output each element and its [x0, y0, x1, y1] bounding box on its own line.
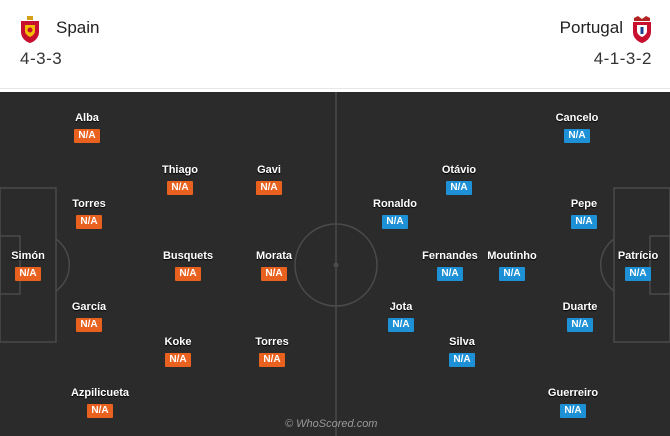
player-name: García [71, 301, 107, 313]
player-home-lcb[interactable]: Torres N/A [44, 198, 134, 229]
player-rating-badge: N/A [499, 267, 525, 281]
player-rating-badge: N/A [165, 353, 191, 367]
player-name: Simón [11, 250, 45, 262]
player-home-lb[interactable]: Alba N/A [42, 112, 132, 143]
player-home-rw[interactable]: Torres N/A [227, 336, 317, 367]
pitch-markings [0, 92, 670, 436]
player-away-lam[interactable]: Silva N/A [417, 336, 507, 367]
player-home-lcm[interactable]: Thiago N/A [135, 164, 225, 195]
spain-crest-icon[interactable] [18, 16, 42, 44]
player-home-gk[interactable]: Simón N/A [0, 250, 73, 281]
player-rating-badge: N/A [175, 267, 201, 281]
player-name: Torres [72, 198, 106, 210]
player-away-ram[interactable]: Otávio N/A [414, 164, 504, 195]
player-rating-badge: N/A [564, 129, 590, 143]
player-name: Otávio [441, 164, 477, 176]
player-name: Pepe [570, 198, 598, 210]
player-name: Moutinho [487, 250, 537, 262]
player-rating-badge: N/A [261, 267, 287, 281]
player-rating-badge: N/A [167, 181, 193, 195]
player-rating-badge: N/A [388, 318, 414, 332]
player-name: Guerreiro [547, 387, 599, 399]
player-name: Morata [255, 250, 293, 262]
player-rating-badge: N/A [15, 267, 41, 281]
player-away-rst[interactable]: Ronaldo N/A [350, 198, 440, 229]
player-name: Gavi [257, 164, 281, 176]
player-name: Jota [389, 301, 413, 313]
match-header: Spain 4-3-3 Portugal 4-1-3-2 [0, 0, 670, 89]
player-away-rcb[interactable]: Pepe N/A [539, 198, 629, 229]
player-home-st[interactable]: Morata N/A [229, 250, 319, 281]
player-away-rb[interactable]: Cancelo N/A [532, 112, 622, 143]
player-rating-badge: N/A [567, 318, 593, 332]
player-name: Torres [255, 336, 289, 348]
player-rating-badge: N/A [87, 404, 113, 418]
player-away-dm[interactable]: Moutinho N/A [467, 250, 557, 281]
home-formation: 4-3-3 [20, 49, 63, 68]
player-name: Silva [449, 336, 475, 348]
player-home-rcb[interactable]: García N/A [44, 301, 134, 332]
player-name: Fernandes [422, 250, 478, 262]
player-name: Koke [164, 336, 192, 348]
player-rating-badge: N/A [449, 353, 475, 367]
away-team-name[interactable]: Portugal [559, 18, 623, 37]
watermark: © WhoScored.com [285, 418, 378, 430]
player-name: Duarte [562, 301, 598, 313]
portugal-crest-icon[interactable] [630, 16, 654, 44]
home-team-name[interactable]: Spain [56, 18, 100, 37]
player-name: Azpilicueta [70, 387, 130, 399]
player-home-rcm[interactable]: Koke N/A [133, 336, 223, 367]
player-away-lb[interactable]: Guerreiro N/A [528, 387, 618, 418]
player-away-lst[interactable]: Jota N/A [356, 301, 446, 332]
player-away-cam[interactable]: Fernandes N/A [405, 250, 495, 281]
player-rating-badge: N/A [571, 215, 597, 229]
player-name: Thiago [161, 164, 199, 176]
player-rating-badge: N/A [259, 353, 285, 367]
player-away-gk[interactable]: Patrício N/A [593, 250, 670, 281]
player-name: Busquets [162, 250, 214, 262]
player-rating-badge: N/A [76, 318, 102, 332]
player-name: Patrício [617, 250, 659, 262]
player-name: Cancelo [555, 112, 599, 124]
player-away-lcb[interactable]: Duarte N/A [535, 301, 625, 332]
player-name: Alba [75, 112, 99, 124]
player-rating-badge: N/A [446, 181, 472, 195]
player-home-dm[interactable]: Busquets N/A [143, 250, 233, 281]
player-rating-badge: N/A [76, 215, 102, 229]
player-rating-badge: N/A [74, 129, 100, 143]
player-name: Ronaldo [373, 198, 417, 210]
player-rating-badge: N/A [382, 215, 408, 229]
player-rating-badge: N/A [560, 404, 586, 418]
pitch: Simón N/A Alba N/A Torres N/A García N/A… [0, 92, 670, 436]
player-home-lw[interactable]: Gavi N/A [224, 164, 314, 195]
player-home-rb[interactable]: Azpilicueta N/A [55, 387, 145, 418]
player-rating-badge: N/A [625, 267, 651, 281]
away-formation: 4-1-3-2 [593, 49, 652, 68]
player-rating-badge: N/A [437, 267, 463, 281]
player-rating-badge: N/A [256, 181, 282, 195]
